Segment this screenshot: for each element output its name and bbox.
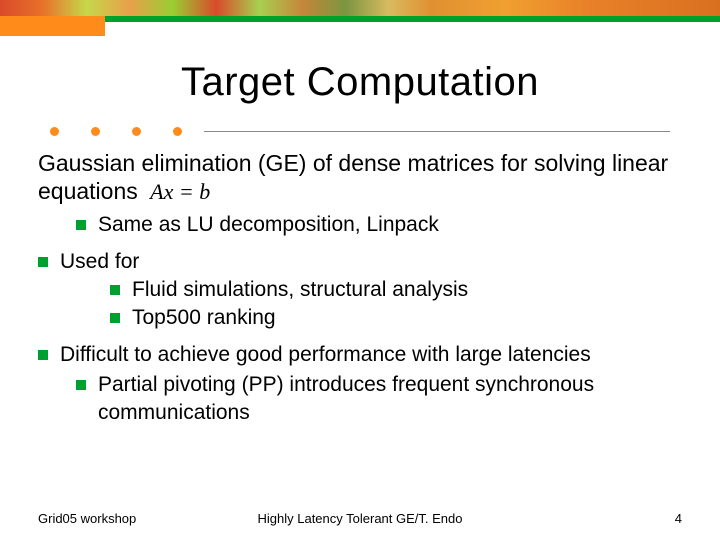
footer: Grid05 workshop Highly Latency Tolerant …	[0, 511, 720, 526]
top-banner	[0, 0, 720, 36]
bullet-item: Difficult to achieve good performance wi…	[38, 341, 690, 369]
bullet-item: Same as LU decomposition, Linpack	[76, 211, 690, 239]
dot-icon	[50, 127, 59, 136]
bullet-list: Same as LU decomposition, Linpack Used f…	[38, 211, 690, 427]
bullet-item: Partial pivoting (PP) introduces frequen…	[76, 371, 690, 428]
slide-title: Target Computation	[0, 60, 720, 105]
footer-center: Highly Latency Tolerant GE/T. Endo	[258, 511, 463, 526]
dot-icon	[173, 127, 182, 136]
banner-green-line	[105, 16, 720, 22]
dot-icon	[132, 127, 141, 136]
intro-text: Gaussian elimination (GE) of dense matri…	[38, 150, 690, 205]
banner-color-bar	[0, 16, 720, 36]
footer-left: Grid05 workshop	[38, 511, 136, 526]
intro-line: Gaussian elimination (GE) of dense matri…	[38, 150, 668, 204]
decoration-dots-line	[50, 127, 670, 136]
banner-orange-block	[0, 16, 105, 36]
bullet-item: Used for	[38, 248, 690, 276]
horizontal-line	[204, 131, 670, 132]
bullet-item: Fluid simulations, structural analysis	[110, 276, 690, 304]
dot-icon	[91, 127, 100, 136]
equation: Ax = b	[150, 179, 210, 204]
footer-page-number: 4	[675, 511, 682, 526]
banner-photo-strip	[0, 0, 720, 16]
content-body: Gaussian elimination (GE) of dense matri…	[0, 150, 720, 428]
bullet-item: Top500 ranking	[110, 304, 690, 332]
